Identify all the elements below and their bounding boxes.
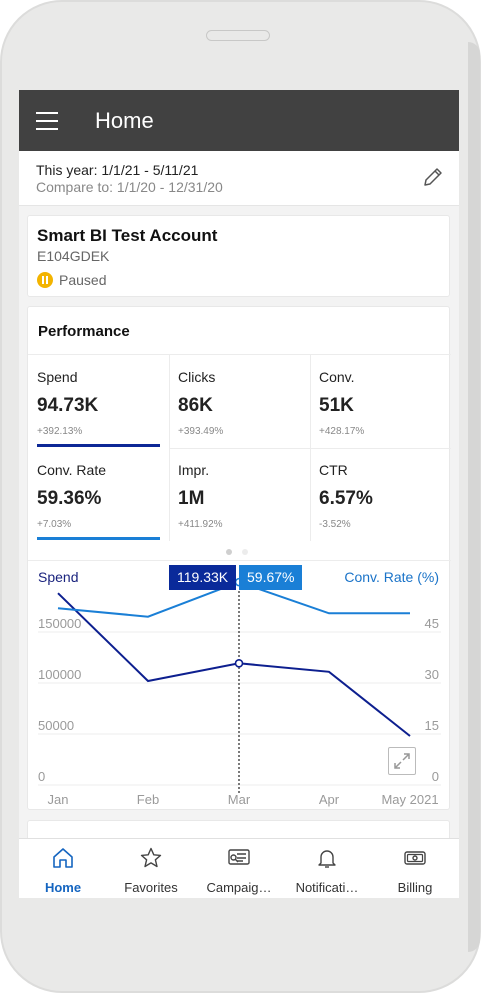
metric-label: Clicks	[178, 369, 216, 385]
date-range-bar[interactable]: This year: 1/1/21 - 5/11/21 Compare to: …	[19, 151, 459, 206]
y-tick-label-left: 0	[38, 769, 45, 784]
divider	[169, 448, 451, 449]
metric-label: Impr.	[178, 462, 210, 478]
y-tick-label-right: 45	[425, 616, 439, 631]
app-screen: Home This year: 1/1/21 - 5/11/21 Compare…	[19, 90, 459, 898]
tab-label: Notificati…	[295, 880, 359, 895]
x-tick-label: May 2021	[381, 792, 438, 807]
account-status-label: Paused	[59, 272, 107, 288]
tooltip-spend: 119.33K	[169, 565, 237, 590]
metric-value: 6.57%	[319, 488, 373, 509]
x-tick-label: Mar	[228, 792, 251, 807]
metric-label: CTR	[319, 462, 348, 478]
account-card[interactable]: Smart BI Test Account E104GDEK Paused	[27, 215, 450, 297]
metric-value: 1M	[178, 488, 205, 509]
phone-speaker	[206, 30, 270, 41]
tab-notifications[interactable]: Notificati…	[283, 839, 371, 898]
tab-favorites[interactable]: Favorites	[107, 839, 195, 898]
metric-change: +392.13%	[37, 426, 83, 437]
performance-chart[interactable]: 0 50000 100000 150000 0 15 30 45 Jan Feb Mar Apr May…	[28, 561, 451, 811]
series-line-spend	[57, 592, 411, 737]
performance-title: Performance	[38, 323, 130, 340]
billing-icon	[404, 851, 426, 865]
y-tick-label-left: 150000	[38, 616, 81, 631]
star-icon	[140, 847, 162, 868]
page-dot[interactable]	[242, 549, 248, 555]
metric-tile-spend[interactable]: Spend 94.73K +392.13%	[28, 355, 169, 448]
metric-label: Conv.	[319, 369, 355, 385]
page-dot-active[interactable]	[226, 549, 232, 555]
tab-label: Billing	[397, 880, 433, 895]
divider	[28, 560, 451, 561]
tooltip-rate: 59.67%	[239, 565, 303, 590]
tab-billing[interactable]: Billing	[371, 839, 459, 898]
y-tick-label-left: 50000	[38, 718, 74, 733]
tab-label: Favorites	[124, 880, 178, 895]
y-tick-label-left: 100000	[38, 667, 81, 682]
bottom-tab-bar: Home Favorites Campaig…	[19, 838, 459, 898]
campaigns-icon	[228, 849, 250, 865]
app-bar: Home	[19, 90, 459, 151]
tab-campaigns[interactable]: Campaig…	[195, 839, 283, 898]
metric-change: +411.92%	[178, 519, 223, 530]
y-tick-label-right: 15	[425, 718, 439, 733]
phone-edge	[468, 42, 480, 952]
metric-label: Spend	[37, 369, 78, 385]
metric-change: -3.52%	[319, 519, 351, 530]
account-id: E104GDEK	[37, 248, 110, 264]
selected-indicator	[37, 537, 160, 540]
pencil-icon[interactable]	[421, 165, 445, 189]
x-tick-label: Jan	[48, 792, 69, 807]
y-tick-label-right: 30	[425, 667, 439, 682]
date-range-current: This year: 1/1/21 - 5/11/21	[36, 162, 199, 178]
metric-tile-conv-rate[interactable]: Conv. Rate 59.36% +7.03%	[28, 448, 169, 541]
expand-icon[interactable]	[388, 747, 416, 775]
account-status: Paused	[37, 272, 106, 288]
performance-card: Performance Spend 94.73K +392.13% Clicks…	[27, 306, 451, 811]
metric-change: +428.17%	[319, 426, 365, 437]
x-tick-label: Apr	[319, 792, 340, 807]
metric-tile-impr[interactable]: Impr. 1M +411.92%	[169, 448, 310, 541]
menu-icon[interactable]	[36, 112, 58, 130]
metric-label: Conv. Rate	[37, 462, 106, 478]
metric-tile-ctr[interactable]: CTR 6.57% -3.52%	[310, 448, 451, 541]
highlight-point	[234, 658, 244, 668]
account-name: Smart BI Test Account	[37, 226, 218, 245]
metric-tile-conv[interactable]: Conv. 51K +428.17%	[310, 355, 451, 448]
tab-home[interactable]: Home	[19, 839, 107, 898]
metric-value: 86K	[178, 395, 213, 416]
tab-label: Home	[44, 880, 82, 895]
tab-label: Campaig…	[206, 880, 272, 895]
left-axis-label: Spend	[38, 569, 79, 585]
divider	[28, 354, 451, 355]
metric-value: 59.36%	[37, 488, 102, 509]
bell-icon	[318, 850, 336, 868]
paused-icon	[37, 272, 53, 288]
y-tick-label-right: 0	[432, 769, 439, 784]
right-axis-label: Conv. Rate (%)	[344, 569, 439, 585]
date-range-compare: Compare to: 1/1/20 - 12/31/20	[36, 179, 223, 195]
selected-indicator	[37, 444, 160, 447]
metric-value: 94.73K	[37, 395, 99, 416]
metric-change: +7.03%	[37, 519, 72, 530]
x-tick-label: Feb	[137, 792, 159, 807]
page-title: Home	[95, 108, 154, 133]
metric-value: 51K	[319, 395, 354, 416]
page-indicator[interactable]	[226, 549, 248, 555]
home-icon	[53, 848, 73, 868]
metric-change: +393.49%	[178, 426, 224, 437]
metric-tile-clicks[interactable]: Clicks 86K +393.49%	[169, 355, 310, 448]
